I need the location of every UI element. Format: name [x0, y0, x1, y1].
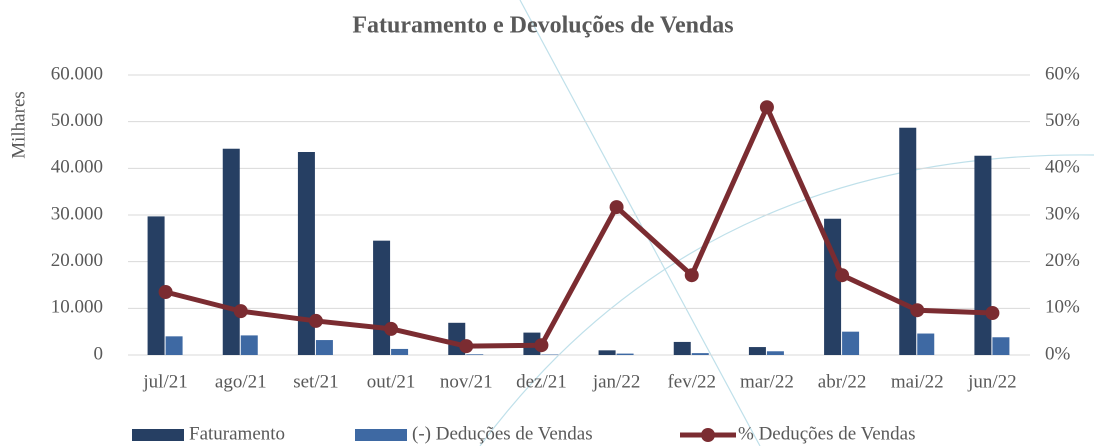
bar	[373, 240, 391, 355]
y2-tick-label: 40%	[1045, 157, 1080, 178]
line-marker	[233, 304, 248, 319]
legend-label: Faturamento	[189, 423, 285, 444]
chart-title: Faturamento e Devoluções de Vendas	[352, 13, 733, 39]
line-marker	[459, 339, 474, 354]
x-tick-label: jul/21	[142, 371, 187, 392]
bar	[616, 353, 634, 355]
bar	[899, 127, 917, 355]
x-tick-label: ago/21	[215, 371, 267, 392]
x-tick-label: jan/22	[592, 371, 641, 392]
y2-tick-label: 0%	[1045, 343, 1071, 364]
line-marker	[835, 268, 850, 283]
bar	[917, 333, 935, 355]
bar	[598, 350, 616, 355]
bar	[315, 340, 333, 355]
x-tick-label: out/21	[367, 371, 416, 392]
bar	[748, 347, 766, 355]
bar	[974, 155, 992, 355]
line	[164, 104, 993, 349]
bar	[391, 348, 409, 355]
line-marker	[985, 306, 1000, 320]
legend-label: % Deduções de Vendas	[738, 423, 915, 444]
bar	[147, 216, 165, 355]
x-tick-label: set/21	[293, 371, 338, 392]
line-marker	[684, 268, 699, 283]
y2-tick-label: 50%	[1045, 110, 1080, 131]
bar	[297, 152, 315, 355]
legend-label: (-) Deduções de Vendas	[412, 423, 593, 444]
x-tick-label: nov/21	[440, 371, 493, 392]
y2-tick-label: 10%	[1045, 297, 1080, 318]
y2-tick-label: 30%	[1045, 203, 1080, 224]
line-marker	[308, 313, 323, 328]
decor-curve	[519, 0, 761, 446]
y-tick-label: 30.000	[51, 203, 103, 224]
y-tick-label: 0	[94, 343, 104, 364]
line-marker	[534, 338, 549, 353]
x-tick-label: jun/22	[967, 371, 1017, 392]
legend-swatch	[355, 429, 407, 441]
y-tick-label: 20.000	[51, 250, 103, 271]
x-tick-label: dez/21	[516, 371, 567, 392]
x-tick-label: abr/22	[818, 371, 867, 392]
x-tick-label: mai/22	[891, 371, 944, 392]
line-marker	[759, 100, 774, 115]
bar	[466, 354, 484, 355]
bar	[222, 148, 240, 355]
y-axis-label: Milhares	[8, 91, 29, 159]
x-tick-label: mar/22	[740, 371, 794, 392]
y-tick-label: 50.000	[51, 110, 103, 131]
y2-tick-label: 60%	[1045, 63, 1080, 84]
line-marker	[384, 321, 399, 336]
line-marker	[910, 303, 925, 318]
bar	[992, 337, 1010, 355]
decor-curve	[479, 154, 1094, 446]
line-marker	[609, 200, 624, 215]
bar	[766, 351, 784, 355]
bar	[165, 336, 183, 355]
y-tick-label: 60.000	[51, 63, 103, 84]
bar	[240, 335, 258, 355]
bar	[673, 341, 691, 355]
bar	[691, 353, 709, 355]
legend-swatch	[132, 429, 184, 441]
bar	[842, 331, 860, 355]
legend-swatch	[701, 428, 715, 442]
bar	[824, 218, 842, 355]
x-tick-label: fev/22	[667, 371, 716, 392]
line-marker	[158, 285, 173, 299]
y2-tick-label: 20%	[1045, 250, 1080, 271]
y-tick-label: 40.000	[51, 157, 103, 178]
y-tick-label: 10.000	[51, 297, 103, 318]
